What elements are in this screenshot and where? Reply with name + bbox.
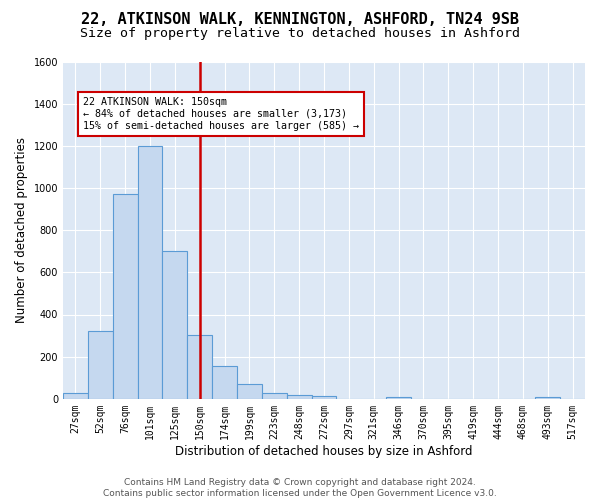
Bar (262, 392, 287, 399)
Text: Size of property relative to detached houses in Ashford: Size of property relative to detached ho… (80, 28, 520, 40)
Y-axis label: Number of detached properties: Number of detached properties (15, 137, 28, 323)
Bar (163, 251, 187, 399)
Bar (63, 392, 88, 399)
Bar (88, 332, 113, 399)
X-axis label: Distribution of detached houses by size in Ashford: Distribution of detached houses by size … (175, 444, 473, 458)
Text: 22 ATKINSON WALK: 150sqm
← 84% of detached houses are smaller (3,173)
15% of sem: 22 ATKINSON WALK: 150sqm ← 84% of detach… (83, 98, 359, 130)
Bar (187, 334, 212, 399)
Bar (386, 396, 411, 399)
Text: Contains HM Land Registry data © Crown copyright and database right 2024.
Contai: Contains HM Land Registry data © Crown c… (103, 478, 497, 498)
Bar (311, 396, 337, 399)
Text: 22, ATKINSON WALK, KENNINGTON, ASHFORD, TN24 9SB: 22, ATKINSON WALK, KENNINGTON, ASHFORD, … (81, 12, 519, 28)
Bar (212, 366, 237, 399)
Bar (113, 194, 137, 399)
Bar (237, 384, 262, 399)
Bar (535, 396, 560, 399)
Bar (137, 146, 163, 399)
Bar (287, 394, 311, 399)
